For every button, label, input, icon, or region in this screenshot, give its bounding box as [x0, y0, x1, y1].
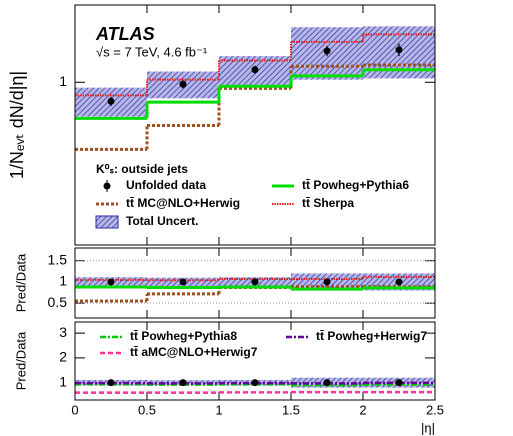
- energy-label: √s = 7 TeV, 4.6 fb⁻¹: [96, 44, 208, 59]
- data-point: [251, 278, 259, 286]
- data-point: [107, 379, 115, 387]
- legend-label: tt̄ MC@NLO+Herwig: [126, 196, 240, 210]
- data-point: [107, 97, 115, 105]
- data-point: [251, 66, 259, 74]
- data-point: [179, 80, 187, 88]
- legend-swatch: [95, 215, 119, 229]
- x-tick-label: 2: [359, 402, 366, 417]
- data-point: [179, 278, 187, 286]
- legend-label: tt̄ Sherpa: [302, 196, 354, 210]
- x-axis-label: |η|: [421, 420, 435, 435]
- y-tick-label: 1.5: [48, 251, 68, 267]
- panel-frame: [74, 321, 436, 401]
- data-point: [395, 379, 403, 387]
- x-tick-label: 0: [71, 402, 78, 417]
- data-point: [107, 278, 115, 286]
- legend-title: K⁰ₛ: outside jets: [96, 162, 188, 176]
- y-tick-label: 1: [59, 273, 67, 289]
- panel-frame: [74, 247, 436, 319]
- data-point: [179, 379, 187, 387]
- atlas-label: ATLAS: [95, 24, 155, 44]
- panel-frame: [74, 4, 436, 246]
- data-point: [251, 379, 259, 387]
- data-point: [395, 278, 403, 286]
- y-axis-label: 1/Nₑᵥₜ dN/d|η|: [7, 71, 27, 179]
- legend-label: tt̄ Powheg+Pythia8: [130, 329, 237, 343]
- legend-label: tt̄ Powheg+Pythia6: [302, 178, 409, 192]
- data-point: [323, 278, 331, 286]
- legend-label: tt̄ Powheg+Herwig7: [316, 329, 427, 343]
- x-tick-label: 0.5: [138, 402, 156, 417]
- data-point: [395, 46, 403, 54]
- x-tick-label: 2.5: [426, 402, 444, 417]
- data-point: [323, 47, 331, 55]
- y-tick-label: 1: [59, 73, 67, 89]
- x-tick-label: 1.5: [282, 402, 300, 417]
- legend-label: Total Uncert.: [126, 214, 198, 228]
- y-tick-label: 3: [59, 324, 67, 340]
- y-tick-label: 1: [59, 373, 67, 389]
- legend-label: Unfolded data: [126, 178, 206, 192]
- data-point: [323, 379, 331, 387]
- legend-label: tt̄ aMC@NLO+Herwig7: [130, 345, 258, 359]
- y-axis-label: Pred/Data: [13, 331, 28, 390]
- x-tick-label: 1: [215, 402, 222, 417]
- y-tick-label: 2: [59, 349, 67, 365]
- y-tick-label: 0.5: [48, 294, 68, 310]
- y-axis-label: Pred/Data: [13, 253, 28, 312]
